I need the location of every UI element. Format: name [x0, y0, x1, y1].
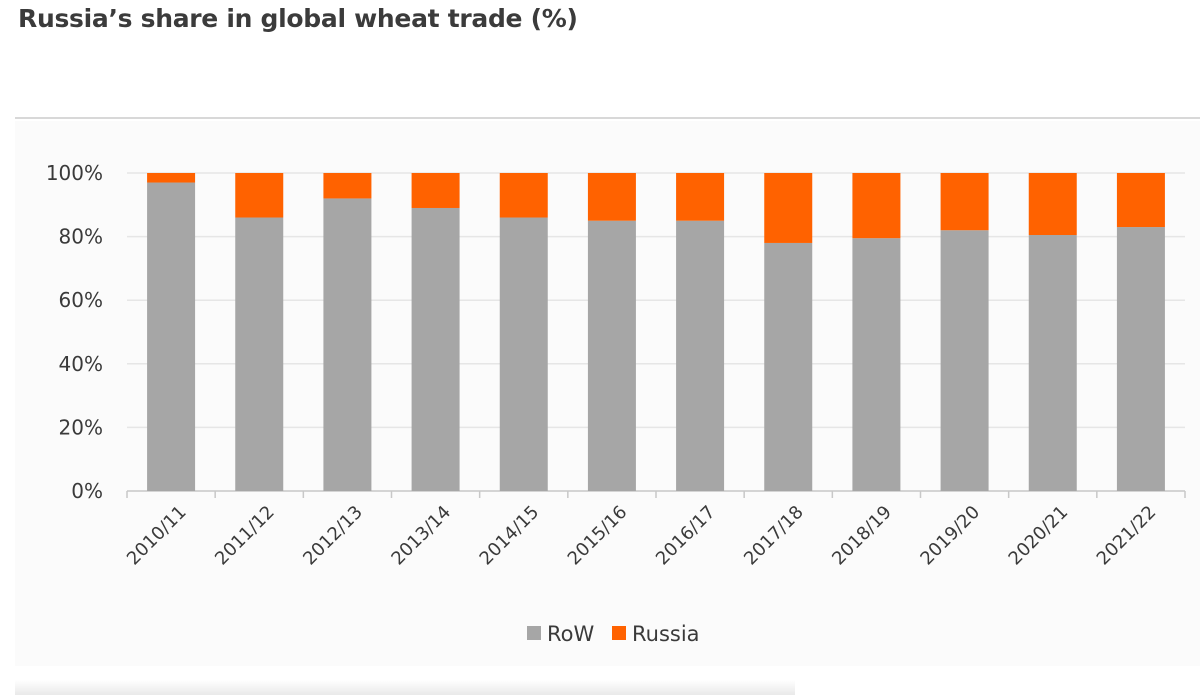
bar-russia-2016-17: [676, 173, 725, 221]
bar-russia-2012-13: [323, 173, 372, 199]
bar-row-2011-12: [235, 217, 284, 491]
bar-russia-2013-14: [411, 173, 460, 208]
bar-row-2014-15: [499, 217, 548, 491]
bar-row-2016-17: [676, 220, 725, 491]
legend-label-row: RoW: [547, 622, 594, 646]
legend-label-russia: Russia: [632, 622, 700, 646]
legend-swatch-row: [527, 626, 541, 640]
x-tick-label: 2019/20: [916, 502, 984, 570]
bar-row-2021-22: [1116, 227, 1165, 491]
chart-panel: 0% 20% 40% 60% 80% 100% 2010/11 2011/12 2012/13 2…: [15, 121, 1200, 666]
x-tick-label: 2015/16: [564, 502, 632, 570]
bar-russia-2015-16: [587, 173, 636, 221]
y-tick-label: 60%: [59, 288, 103, 312]
bar-row-2020-21: [1028, 235, 1077, 491]
bar-russia-2011-12: [235, 173, 284, 218]
x-tick-label: 2010/11: [123, 502, 191, 570]
bar-row-2012-13: [323, 198, 372, 491]
stacked-bar-chart: 0% 20% 40% 60% 80% 100% 2010/11 2011/12 2012/13 2…: [46, 161, 1186, 646]
y-tick-label: 20%: [59, 415, 103, 439]
bar-russia-2018-19: [852, 173, 901, 239]
y-tick-label: 40%: [59, 352, 103, 376]
bar-row-2019-20: [940, 230, 989, 491]
bar-row-2017-18: [764, 242, 813, 491]
title-divider: [15, 117, 1200, 119]
y-tick-label: 100%: [46, 161, 103, 185]
bar-russia-2017-18: [764, 173, 813, 243]
x-tick-label: 2011/12: [211, 502, 279, 570]
legend-swatch-russia: [612, 626, 626, 640]
x-tick-label: 2016/17: [652, 502, 720, 570]
bar-russia-2019-20: [940, 173, 989, 231]
x-tick-label: 2013/14: [387, 502, 455, 570]
x-tick-label: 2017/18: [740, 502, 808, 570]
x-tick-label: 2021/22: [1093, 502, 1161, 570]
bar-russia-2010-11: [147, 173, 196, 183]
bar-row-2013-14: [411, 207, 460, 491]
bar-russia-2014-15: [499, 173, 548, 218]
x-tick-label: 2018/19: [828, 502, 896, 570]
bar-row-2018-19: [852, 238, 901, 491]
chart-title: Russia’s share in global wheat trade (%): [18, 4, 578, 33]
y-tick-label: 0%: [71, 479, 103, 503]
x-tick-label: 2020/21: [1005, 502, 1073, 570]
bar-row-2010-11: [147, 182, 196, 491]
y-tick-label: 80%: [59, 225, 103, 249]
cropped-caption: [15, 680, 795, 695]
bar-russia-2020-21: [1028, 173, 1077, 236]
x-tick-label: 2014/15: [476, 502, 544, 570]
x-tick-label: 2012/13: [299, 502, 367, 570]
bar-row-2015-16: [587, 220, 636, 491]
bar-russia-2021-22: [1116, 173, 1165, 228]
